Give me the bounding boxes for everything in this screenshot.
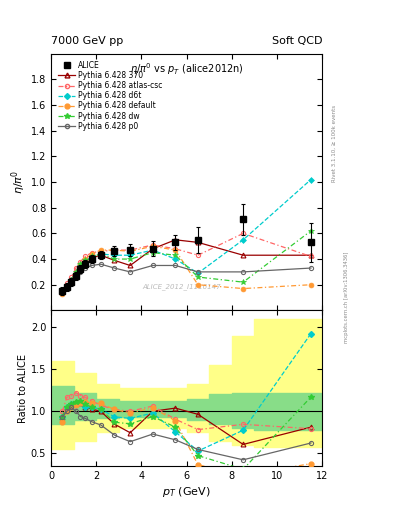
Y-axis label: $\eta/\pi^0$: $\eta/\pi^0$	[9, 170, 28, 194]
Text: Rivet 3.1.10, ≥ 100k events: Rivet 3.1.10, ≥ 100k events	[332, 105, 337, 182]
Text: Soft QCD: Soft QCD	[272, 36, 322, 46]
Text: mcplots.cern.ch [arXiv:1306.3436]: mcplots.cern.ch [arXiv:1306.3436]	[344, 251, 349, 343]
Text: $\eta/\pi^0$ vs $p_T$ (alice2012n): $\eta/\pi^0$ vs $p_T$ (alice2012n)	[130, 61, 244, 77]
Text: 7000 GeV pp: 7000 GeV pp	[51, 36, 123, 46]
Legend: ALICE, Pythia 6.428 370, Pythia 6.428 atlas-csc, Pythia 6.428 d6t, Pythia 6.428 : ALICE, Pythia 6.428 370, Pythia 6.428 at…	[58, 60, 163, 132]
Y-axis label: Ratio to ALICE: Ratio to ALICE	[18, 354, 28, 422]
X-axis label: $p_T$ (GeV): $p_T$ (GeV)	[162, 485, 211, 499]
Text: ALICE_2012_I1116147: ALICE_2012_I1116147	[142, 283, 220, 290]
